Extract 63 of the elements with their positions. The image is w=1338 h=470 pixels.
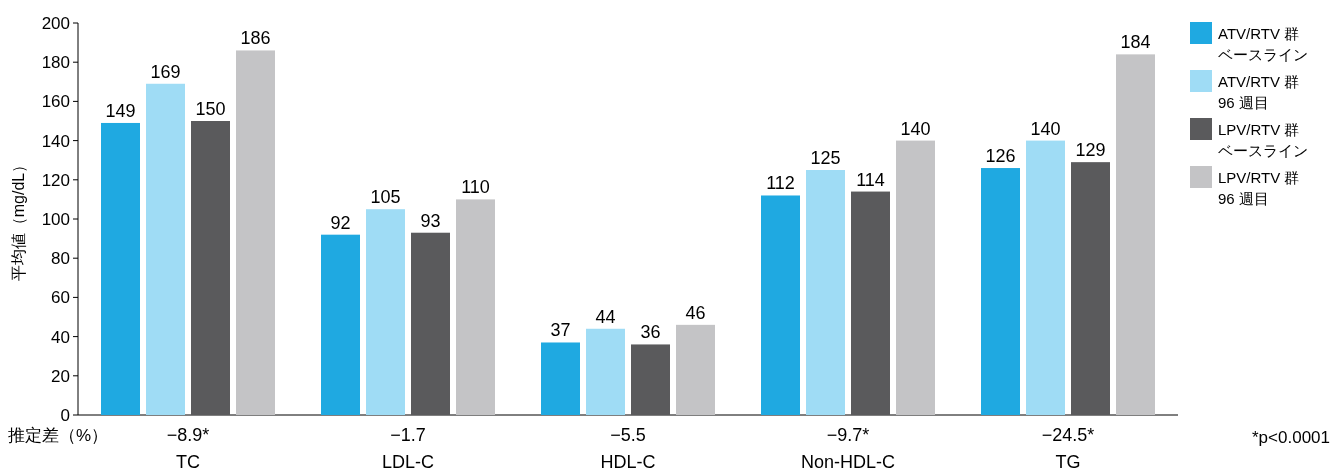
data-label: 93 (420, 210, 441, 231)
data-label: 105 (370, 187, 401, 208)
y-tick-label: 140 (41, 131, 70, 151)
bar (366, 209, 405, 415)
y-tick-label: 0 (60, 406, 70, 425)
y-axis-title: 平均値（mg/dL） (10, 156, 27, 282)
data-label: 149 (105, 100, 136, 121)
y-tick-label: 100 (41, 210, 70, 229)
bar (411, 232, 450, 415)
legend-label: ATV/RTV 群96 週目 (1218, 73, 1300, 111)
bar (586, 328, 625, 415)
bar (236, 50, 275, 415)
x-tick-label: −9.7* Non-HDL-C (800, 425, 896, 470)
text: 推定差（%） (8, 426, 109, 445)
x-tick-label: −1.7 LDL-C (381, 425, 435, 470)
x-tick-label: −8.9* TC (166, 425, 210, 470)
bar (146, 83, 185, 415)
bar (981, 168, 1020, 415)
data-label: 140 (900, 118, 931, 139)
y-tick-label: 160 (41, 92, 70, 112)
bar (101, 122, 140, 415)
legend-label: LPV/RTV 群ベースライン (1218, 121, 1308, 159)
data-label: 140 (1030, 118, 1061, 139)
bar (1026, 140, 1065, 415)
data-label: 186 (240, 28, 271, 49)
bar (631, 344, 670, 415)
text: *p<0.0001 (1252, 428, 1330, 447)
bar (761, 195, 800, 415)
data-label: 150 (195, 99, 226, 119)
data-label: 110 (461, 177, 490, 198)
y-tick-label: 180 (41, 53, 70, 73)
data-label: 169 (150, 61, 181, 82)
data-label: 36 (640, 322, 661, 343)
data-label: 112 (766, 173, 795, 194)
bar (321, 234, 360, 415)
bar (851, 191, 890, 415)
y-tick-label: 20 (51, 366, 70, 386)
data-label: 92 (330, 212, 351, 233)
data-label: 46 (685, 302, 706, 323)
data-label: 44 (595, 306, 616, 327)
bar (541, 342, 580, 415)
y-tick-label: 200 (41, 14, 70, 33)
y-tick-label: 40 (51, 327, 70, 347)
data-label: 126 (985, 146, 1016, 167)
bar (1116, 54, 1155, 415)
legend-label: ATV/RTV 群ベースライン (1218, 25, 1308, 63)
bar (676, 324, 715, 415)
y-tick-label: 120 (41, 170, 70, 190)
bar (1071, 162, 1110, 415)
legend-label: LPV/RTV 群96 週目 (1218, 169, 1300, 207)
bar (456, 199, 495, 415)
bar (191, 121, 230, 415)
bar (896, 140, 935, 415)
data-label: 184 (1120, 32, 1151, 53)
data-label: 129 (1075, 140, 1106, 161)
y-tick-label: 80 (51, 249, 70, 269)
data-label: 125 (810, 148, 841, 168)
data-label: 37 (550, 320, 571, 341)
x-tick-label: −5.5 HDL-C (600, 425, 656, 470)
y-tick-label: 60 (51, 288, 70, 308)
data-label: 114 (856, 169, 885, 190)
bar (806, 170, 845, 415)
x-tick-label: −24.5* TG (1041, 425, 1095, 470)
